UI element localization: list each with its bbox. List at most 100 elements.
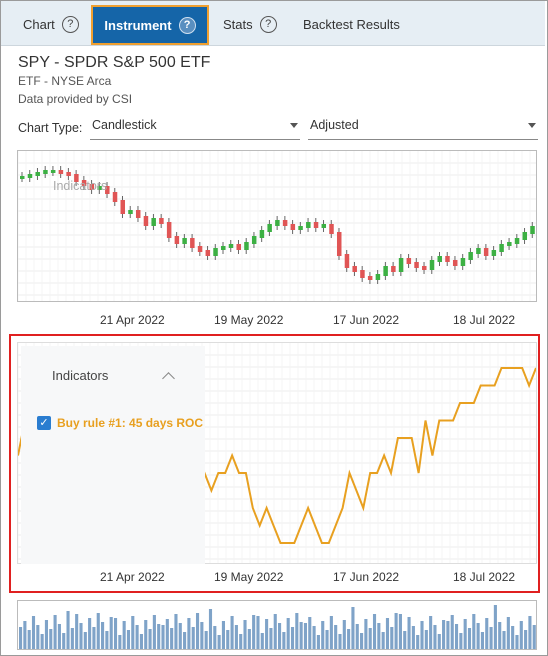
candle	[151, 218, 156, 226]
candle	[530, 226, 535, 234]
volume-bar	[364, 619, 368, 649]
volume-bar	[79, 623, 83, 649]
volume-bar	[433, 625, 437, 649]
volume-bar	[62, 633, 66, 649]
volume-bar	[31, 616, 36, 649]
help-icon[interactable]: ?	[61, 15, 79, 33]
checkbox-icon[interactable]: ✓	[37, 416, 51, 430]
volume-bar	[308, 617, 312, 649]
tab-chart-label: Chart	[23, 16, 55, 32]
volume-bar	[368, 628, 372, 649]
tab-chart[interactable]: Chart ?	[23, 11, 79, 37]
volume-bar	[148, 629, 152, 649]
help-icon[interactable]: ?	[259, 15, 277, 33]
candle	[306, 222, 311, 228]
volume-bar	[278, 623, 282, 649]
candle	[228, 244, 234, 248]
chart-type-select[interactable]: Candlestick	[90, 114, 300, 140]
volume-bar	[226, 630, 230, 649]
volume-bar	[437, 634, 441, 649]
x-axis-label: 21 Apr 2022	[100, 570, 165, 584]
tab-bar: Chart ? Instrument ? Stats ? Backtest Re…	[1, 1, 545, 46]
volume-bar	[118, 635, 122, 649]
tab-stats[interactable]: Stats ?	[223, 11, 277, 37]
volume-bar	[377, 623, 381, 649]
x-axis-label: 21 Apr 2022	[100, 313, 165, 327]
volume-chart-canvas	[19, 605, 536, 649]
volume-bar	[403, 631, 407, 649]
x-axis-label: 17 Jun 2022	[333, 570, 400, 584]
volume-bar	[152, 615, 156, 649]
candle	[329, 224, 334, 234]
volume-bar	[161, 625, 165, 649]
volume-bar	[472, 614, 476, 649]
volume-bar	[195, 613, 200, 649]
candle	[460, 258, 466, 266]
volume-bar	[485, 618, 489, 649]
volume-bar	[44, 620, 49, 649]
volume-bar	[165, 619, 169, 649]
candle	[437, 256, 442, 262]
volume-bar	[126, 630, 131, 649]
candle	[414, 262, 419, 268]
adjustment-select[interactable]: Adjusted	[308, 114, 538, 140]
candle	[375, 274, 381, 280]
candle	[336, 232, 342, 256]
candle	[398, 258, 404, 272]
volume-bar	[191, 627, 195, 649]
candle	[452, 260, 458, 266]
candle	[174, 236, 180, 244]
volume-bar	[459, 633, 463, 649]
volume-bar	[493, 605, 497, 649]
volume-bar	[511, 626, 515, 649]
volume-bar	[174, 614, 178, 649]
x-axis-label: 18 Jul 2022	[453, 313, 516, 327]
candle	[244, 242, 249, 250]
volume-bar	[385, 618, 390, 649]
candle	[128, 210, 133, 214]
candle	[267, 224, 272, 232]
candle	[197, 246, 203, 252]
volume-bar	[217, 635, 221, 649]
volume-bar	[420, 621, 424, 649]
price-chart[interactable]: Indicators	[17, 150, 537, 302]
volume-bar	[183, 632, 187, 649]
selection-highlight	[9, 334, 540, 593]
candle	[166, 222, 172, 238]
volume-bar	[299, 622, 303, 649]
volume-bar	[506, 617, 510, 649]
volume-bar	[269, 628, 273, 649]
volume-bar	[88, 618, 92, 649]
volume-bar	[19, 627, 23, 649]
volume-bar	[23, 621, 27, 649]
candle	[112, 192, 118, 202]
volume-bar	[260, 633, 264, 649]
candle	[391, 266, 396, 272]
volume-bar	[407, 617, 411, 649]
volume-bar	[303, 623, 308, 649]
buy-rule-label[interactable]: Buy rule #1: 45 days ROC	[57, 416, 204, 430]
tab-backtest-results[interactable]: Backtest Results	[303, 11, 400, 37]
volume-bar	[381, 632, 385, 649]
candle	[58, 170, 64, 174]
chart-type-label: Chart Type:	[18, 121, 83, 135]
volume-bar	[489, 627, 493, 649]
volume-chart[interactable]	[17, 600, 537, 650]
volume-bar	[83, 632, 87, 649]
chevron-down-icon	[528, 123, 536, 128]
help-icon[interactable]: ?	[178, 16, 196, 34]
volume-bar	[372, 614, 377, 649]
volume-bar	[92, 627, 96, 649]
volume-bar	[390, 627, 394, 649]
volume-bar	[446, 621, 450, 649]
candle	[406, 258, 412, 264]
volume-bar	[480, 632, 484, 649]
candle	[298, 226, 303, 230]
volume-bar	[463, 619, 467, 649]
candle	[120, 200, 126, 214]
x-axis-label: 17 Jun 2022	[333, 313, 400, 327]
tab-instrument[interactable]: Instrument ?	[91, 5, 209, 45]
volume-bar	[519, 621, 523, 649]
volume-bar	[66, 611, 70, 649]
tab-stats-label: Stats	[223, 16, 253, 32]
